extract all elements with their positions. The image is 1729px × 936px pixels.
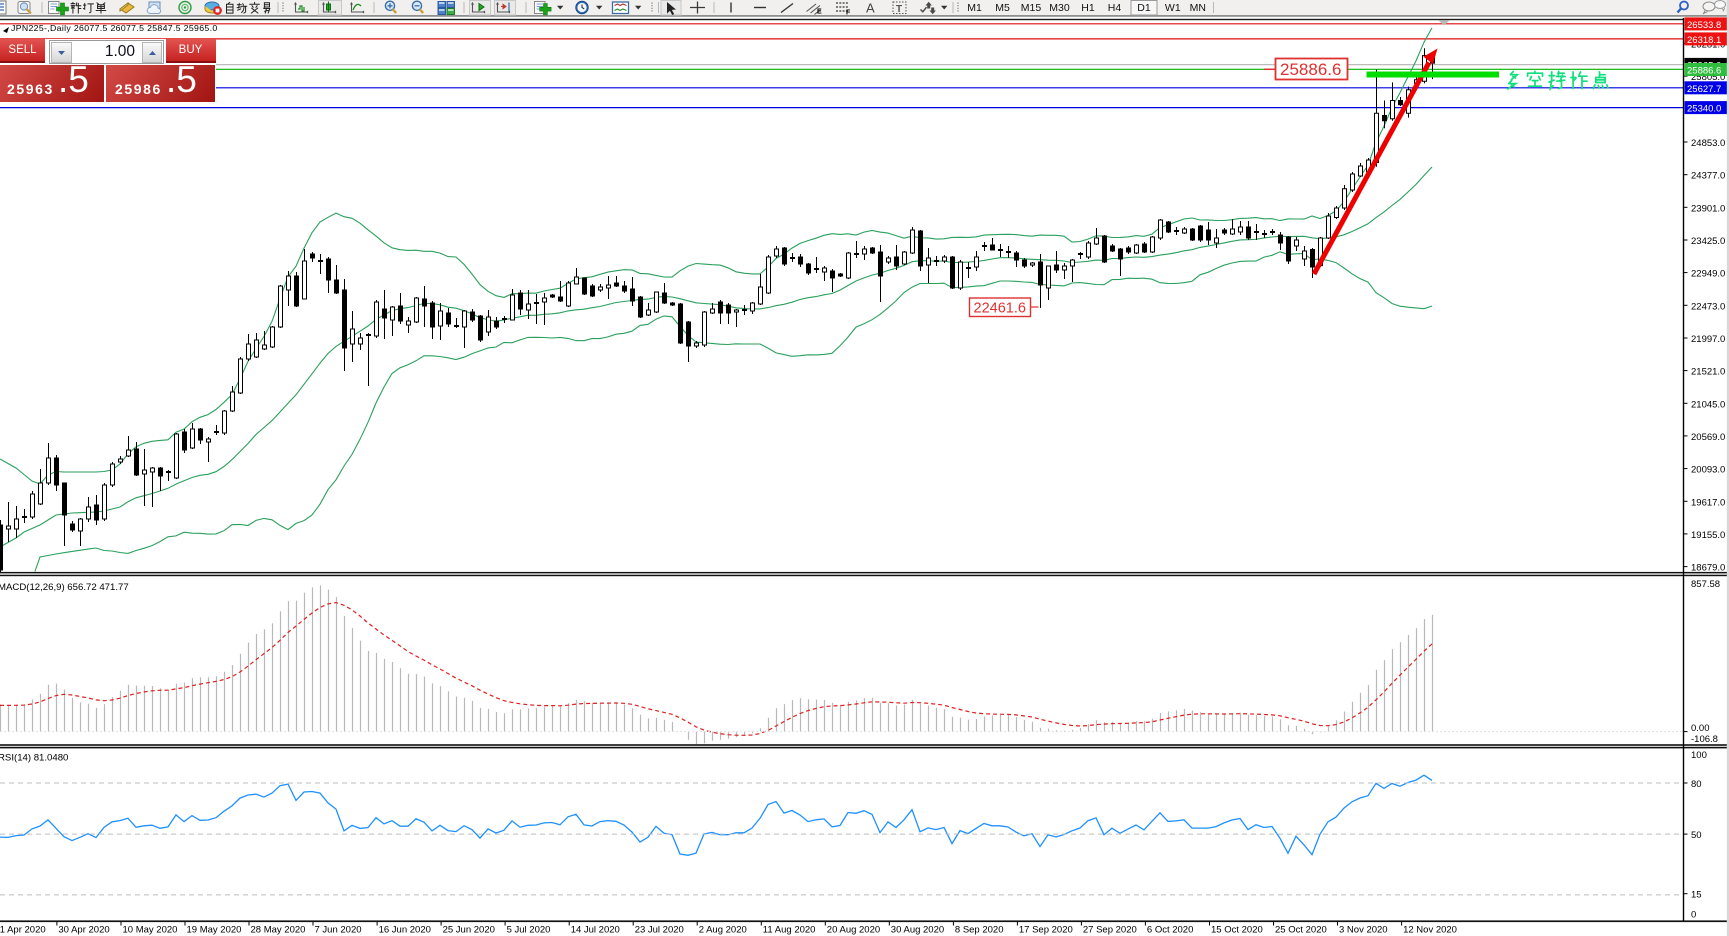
svg-text:JPN225-,Daily 26077.5 26077.5: JPN225-,Daily 26077.5 26077.5 25847.5 25… — [11, 23, 218, 33]
svg-text:27 Sep 2020: 27 Sep 2020 — [1083, 925, 1137, 936]
svg-text:H1: H1 — [1081, 2, 1095, 14]
svg-text:W1: W1 — [1165, 2, 1181, 14]
svg-text:MN: MN — [1190, 2, 1206, 14]
svg-text:30 Aug 2020: 30 Aug 2020 — [891, 925, 944, 936]
svg-text:21045.0: 21045.0 — [1691, 399, 1725, 410]
svg-text:25340.0: 25340.0 — [1687, 104, 1721, 115]
svg-text:H4: H4 — [1108, 2, 1122, 14]
svg-text:A: A — [866, 1, 875, 16]
svg-text:6 Oct 2020: 6 Oct 2020 — [1147, 925, 1193, 936]
svg-text:23 Jul 2020: 23 Jul 2020 — [635, 925, 684, 936]
svg-text:8 Sep 2020: 8 Sep 2020 — [955, 925, 1004, 936]
svg-text:20 Aug 2020: 20 Aug 2020 — [827, 925, 880, 936]
svg-text:23901.0: 23901.0 — [1691, 203, 1725, 214]
svg-text:857.58: 857.58 — [1691, 579, 1720, 590]
svg-text:18679.0: 18679.0 — [1691, 563, 1725, 574]
svg-text:20569.0: 20569.0 — [1691, 432, 1725, 443]
svg-text:MACD(12,26,9) 656.72 471.77: MACD(12,26,9) 656.72 471.77 — [0, 582, 129, 593]
svg-text:E: E — [817, 9, 822, 16]
svg-text:23425.0: 23425.0 — [1691, 236, 1725, 247]
svg-text:5 Jul 2020: 5 Jul 2020 — [507, 925, 551, 936]
svg-text:12 Nov 2020: 12 Nov 2020 — [1403, 925, 1457, 936]
svg-text:80: 80 — [1691, 779, 1702, 790]
svg-text:30 Apr 2020: 30 Apr 2020 — [58, 925, 109, 936]
svg-text:25805.0: 25805.0 — [1691, 72, 1725, 83]
svg-text:19 May 2020: 19 May 2020 — [187, 925, 242, 936]
svg-text:M30: M30 — [1049, 2, 1070, 14]
svg-text:2 Aug 2020: 2 Aug 2020 — [699, 925, 747, 936]
svg-text:26533.8: 26533.8 — [1687, 20, 1721, 31]
svg-text:50: 50 — [1691, 830, 1702, 841]
svg-text:26318.1: 26318.1 — [1687, 35, 1721, 46]
svg-text:D1: D1 — [1137, 2, 1151, 14]
svg-text:19617.0: 19617.0 — [1691, 497, 1725, 508]
svg-text:20093.0: 20093.0 — [1691, 465, 1725, 476]
svg-text:15: 15 — [1691, 890, 1702, 901]
svg-text:25886.6: 25886.6 — [1280, 60, 1341, 79]
svg-text:14 Jul 2020: 14 Jul 2020 — [571, 925, 620, 936]
svg-text:24377.0: 24377.0 — [1691, 171, 1725, 182]
svg-text:T: T — [896, 4, 902, 15]
svg-text:21 Apr 2020: 21 Apr 2020 — [0, 925, 46, 936]
svg-text:0: 0 — [1691, 910, 1696, 921]
svg-text:M1: M1 — [967, 2, 982, 14]
svg-text:3 Nov 2020: 3 Nov 2020 — [1339, 925, 1388, 936]
svg-text:RSI(14) 81.0480: RSI(14) 81.0480 — [0, 753, 68, 764]
svg-text:21997.0: 21997.0 — [1691, 334, 1725, 345]
svg-text:15 Oct 2020: 15 Oct 2020 — [1211, 925, 1263, 936]
svg-text:0.00: 0.00 — [1691, 723, 1710, 734]
svg-text:25 Jun 2020: 25 Jun 2020 — [443, 925, 495, 936]
svg-text:11 Aug 2020: 11 Aug 2020 — [763, 925, 816, 936]
svg-text:19155.0: 19155.0 — [1691, 530, 1725, 541]
svg-text:22473.0: 22473.0 — [1691, 301, 1725, 312]
svg-text:25 Oct 2020: 25 Oct 2020 — [1275, 925, 1327, 936]
svg-text:28 May 2020: 28 May 2020 — [251, 925, 306, 936]
svg-text:22949.0: 22949.0 — [1691, 269, 1725, 280]
svg-text:16 Jun 2020: 16 Jun 2020 — [379, 925, 431, 936]
svg-text:7 Jun 2020: 7 Jun 2020 — [315, 925, 362, 936]
svg-text:25627.7: 25627.7 — [1687, 84, 1721, 95]
svg-text:21521.0: 21521.0 — [1691, 367, 1725, 378]
svg-text:25886.6: 25886.6 — [1687, 66, 1721, 77]
svg-text:100: 100 — [1691, 750, 1707, 761]
svg-text:M15: M15 — [1021, 2, 1042, 14]
svg-text:22461.6: 22461.6 — [974, 300, 1026, 316]
svg-text:17 Sep 2020: 17 Sep 2020 — [1019, 925, 1073, 936]
svg-text:24853.0: 24853.0 — [1691, 138, 1725, 149]
svg-text:10 May 2020: 10 May 2020 — [123, 925, 178, 936]
svg-text:-106.8: -106.8 — [1691, 734, 1718, 745]
svg-text:F: F — [846, 10, 851, 17]
svg-text:M5: M5 — [995, 2, 1010, 14]
